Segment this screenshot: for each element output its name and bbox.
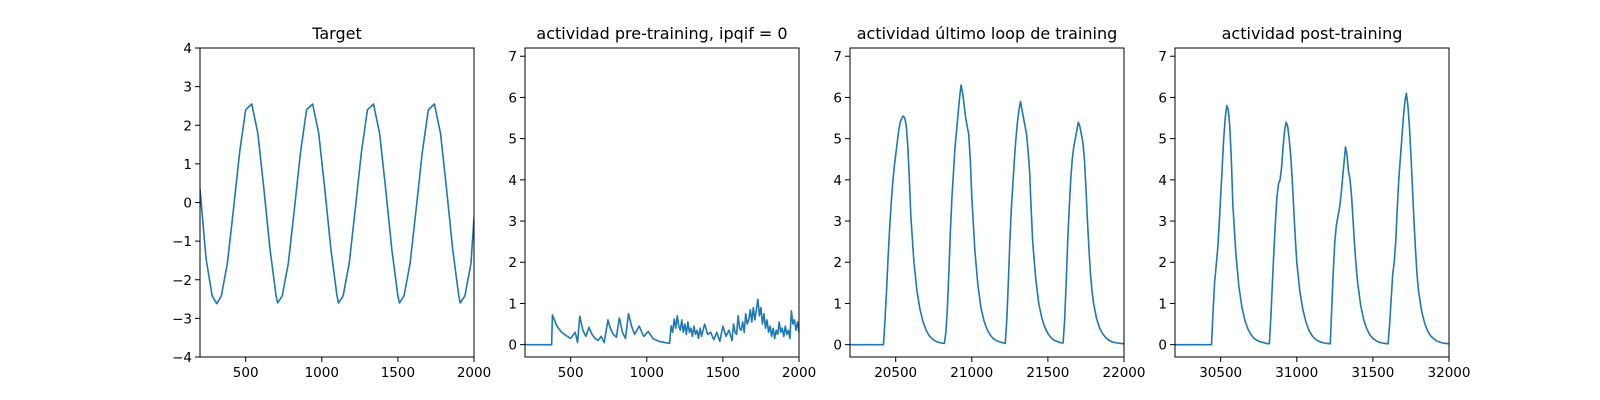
axes-frame (1174, 47, 1450, 358)
x-tick-label: 1500 (381, 365, 415, 381)
subplot-1: Target 500 1000 1500 2000 −4 −3 −2 −1 0 1 2 3 4 (172, 24, 491, 381)
y-tick-label: 4 (1158, 173, 1167, 189)
y-tick-label: 3 (508, 214, 517, 230)
x-tick-label: 30500 (1199, 365, 1242, 381)
axes-frame (524, 47, 800, 358)
x-tick-label: 500 (233, 365, 259, 381)
y-tick-label: 0 (833, 338, 842, 354)
x-tick-label: 2000 (782, 365, 816, 381)
y-tick-label: 5 (1158, 132, 1167, 148)
x-tick-label: 20500 (874, 365, 917, 381)
axes-frame (849, 47, 1125, 358)
x-tick-label: 1500 (706, 365, 740, 381)
y-tick-label: 2 (508, 255, 517, 271)
y-tick-label: 3 (183, 80, 192, 96)
axes-frame (199, 47, 475, 358)
y-tick-label: 1 (183, 157, 192, 173)
y-tick-label: 4 (833, 173, 842, 189)
x-tick-label: 31500 (1351, 365, 1394, 381)
y-tick-label: −2 (172, 273, 192, 289)
y-tick-label: 6 (1158, 90, 1167, 106)
y-tick-label: 7 (508, 49, 517, 65)
y-tick-label: 3 (1158, 214, 1167, 230)
series-line (525, 298, 799, 346)
y-tick-label: 3 (833, 214, 842, 230)
y-tick-label: −3 (172, 311, 192, 327)
y-tick-label: 2 (833, 255, 842, 271)
y-tick-label: 2 (1158, 255, 1167, 271)
y-tick-label: 4 (508, 173, 517, 189)
series-line (850, 84, 1124, 346)
y-tick-label: −1 (172, 234, 192, 250)
y-tick-label: −4 (172, 350, 192, 366)
y-tick-label: 1 (508, 296, 517, 312)
x-tick-label: 21500 (1026, 365, 1069, 381)
x-tick-label: 1000 (630, 365, 664, 381)
x-tick-label: 31000 (1275, 365, 1318, 381)
subplot-2: actividad pre-training, ipqif = 0 500 1000… (508, 24, 816, 381)
subplot-title: actividad post-training (1222, 24, 1403, 43)
subplot-title: actividad pre-training, ipqif = 0 (536, 24, 787, 43)
y-tick-label: 6 (508, 90, 517, 106)
x-tick-label: 22000 (1103, 365, 1146, 381)
y-tick-label: 7 (1158, 49, 1167, 65)
y-tick-label: 2 (183, 118, 192, 134)
x-tick-label: 2000 (457, 365, 491, 381)
y-tick-label: 5 (508, 132, 517, 148)
x-tick-label: 32000 (1428, 365, 1471, 381)
x-tick-label: 21000 (950, 365, 993, 381)
x-tick-label: 500 (558, 365, 584, 381)
x-tick-label: 1000 (305, 365, 339, 381)
y-tick-label: 1 (833, 296, 842, 312)
y-tick-label: 0 (183, 196, 192, 212)
y-tick-label: 7 (833, 49, 842, 65)
series-line (1175, 92, 1449, 346)
y-tick-label: 0 (508, 338, 517, 354)
series-line (200, 103, 474, 305)
subplot-title: Target (311, 24, 362, 43)
y-tick-label: 0 (1158, 338, 1167, 354)
y-tick-label: 1 (1158, 296, 1167, 312)
y-tick-label: 5 (833, 132, 842, 148)
y-tick-label: 4 (183, 41, 192, 57)
y-tick-label: 6 (833, 90, 842, 106)
subplot-title: actividad último loop de training (857, 24, 1118, 43)
